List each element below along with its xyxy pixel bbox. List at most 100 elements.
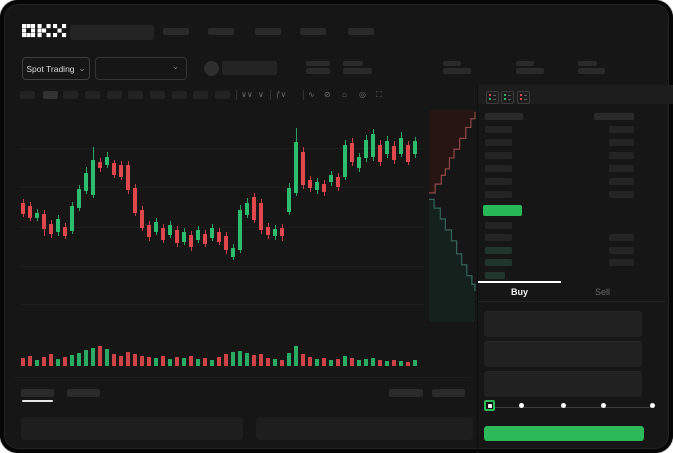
volume-bar (70, 355, 74, 366)
candle (343, 145, 347, 177)
ask-row-price (485, 126, 512, 133)
volume-bar (301, 354, 305, 366)
ask-row-amount (609, 152, 634, 159)
indicators-icon[interactable]: ƒ∨ (276, 90, 287, 99)
timeframe-item-7[interactable] (150, 91, 165, 99)
bottom-action-2[interactable] (432, 389, 465, 397)
stat-value-3 (443, 68, 471, 74)
candle (203, 234, 207, 244)
snapshot-icon[interactable]: ⌂ (342, 90, 347, 99)
bottom-tab-1[interactable] (21, 389, 54, 397)
tab-sell[interactable]: Sell (594, 287, 610, 297)
stat-value-1 (306, 68, 330, 74)
volume-bar (126, 352, 130, 366)
ask-row-price (485, 152, 512, 159)
candle (357, 157, 361, 168)
timeframe-item-4[interactable] (85, 91, 100, 99)
bottom-action-1[interactable] (389, 389, 423, 397)
style-dropdown-icon[interactable]: ∨ (258, 90, 264, 99)
stat-label-4 (516, 61, 534, 66)
stat-label-5 (578, 61, 597, 66)
volume-bar (238, 351, 242, 366)
candle (147, 225, 151, 237)
volume-bar (322, 358, 326, 366)
compare-icon[interactable]: ⊘ (324, 90, 331, 99)
amount-input[interactable] (484, 341, 642, 367)
nav-item-1[interactable] (163, 28, 189, 35)
nav-item-3[interactable] (255, 28, 281, 35)
timeframe-item-1[interactable] (20, 91, 35, 99)
candle-style-icon[interactable]: ∨∨ (241, 90, 253, 99)
candle (175, 230, 179, 243)
candle (28, 206, 32, 218)
candle (140, 210, 144, 228)
timeframe-item-3[interactable] (63, 91, 78, 99)
candle (112, 163, 116, 175)
candle (133, 188, 137, 213)
search-input[interactable] (70, 25, 154, 40)
volume-bar (84, 350, 88, 366)
book-bids-view-icon[interactable] (501, 91, 514, 104)
candle (49, 224, 53, 234)
ask-row-price (485, 165, 512, 172)
book-asks-view-icon[interactable] (517, 91, 530, 104)
volume-bar (21, 358, 25, 366)
book-combined-view-icon[interactable] (486, 91, 499, 104)
timeframe-item-10[interactable] (215, 91, 230, 99)
pair-selector[interactable]: ⌄ (95, 57, 187, 80)
chart-settings-icon[interactable]: ◎ (359, 90, 366, 99)
orderbook-col-header-right (594, 113, 634, 120)
volume-bar (315, 359, 319, 366)
price-input[interactable] (484, 311, 642, 337)
submit-buy-button[interactable] (484, 426, 644, 441)
timeframe-item-6[interactable] (128, 91, 143, 99)
stat-value-2 (343, 68, 372, 74)
candle (364, 140, 368, 158)
volume-bar (413, 360, 417, 366)
bid-row-price (485, 259, 512, 266)
timeframe-item-9[interactable] (193, 91, 208, 99)
candle (322, 184, 326, 192)
fullscreen-icon[interactable]: ⛶ (376, 90, 382, 99)
bid-row-price (485, 222, 512, 229)
volume-bar (161, 356, 165, 366)
nav-item-4[interactable] (300, 28, 326, 35)
candle (259, 203, 263, 230)
chart-toolbar: ∨∨ ∨ ƒ∨ ∿ ⊘ ⌂ ◎ ⛶ (0, 84, 477, 106)
volume-bar (350, 358, 354, 366)
stat-label-3 (443, 61, 461, 66)
candle (98, 162, 102, 168)
volume-bar (245, 353, 249, 366)
total-input[interactable] (484, 371, 642, 397)
overlay-line-icon[interactable]: ∿ (308, 90, 315, 99)
candle (189, 235, 193, 247)
volume-bar (105, 349, 109, 366)
volume-bar (154, 358, 158, 366)
top-navbar (0, 0, 673, 48)
candle (315, 182, 319, 190)
timeframe-item-5[interactable] (107, 91, 122, 99)
okx-logo[interactable] (22, 24, 67, 38)
market-type-label: Spot Trading (26, 63, 75, 74)
ask-row-amount (609, 178, 634, 185)
candle (336, 177, 340, 187)
volume-bar (399, 361, 403, 366)
ticker-stats (0, 0, 673, 84)
amount-slider[interactable] (488, 407, 654, 408)
candle (105, 157, 109, 165)
candle (154, 222, 158, 232)
market-type-selector[interactable]: Spot Trading ⌄ (22, 57, 90, 80)
volume-bar (140, 356, 144, 366)
timeframe-item-2[interactable] (43, 91, 58, 99)
nav-item-2[interactable] (208, 28, 234, 35)
timeframe-item-8[interactable] (172, 91, 187, 99)
volume-bar (378, 360, 382, 366)
volume-bar (56, 359, 60, 366)
bottom-tab-2[interactable] (67, 389, 100, 397)
nav-item-5[interactable] (348, 28, 374, 35)
candle (126, 165, 130, 190)
volume-bar (175, 357, 179, 366)
tab-buy[interactable]: Buy (478, 281, 561, 301)
candlestick-chart[interactable] (20, 110, 424, 335)
volume-bar (189, 356, 193, 366)
